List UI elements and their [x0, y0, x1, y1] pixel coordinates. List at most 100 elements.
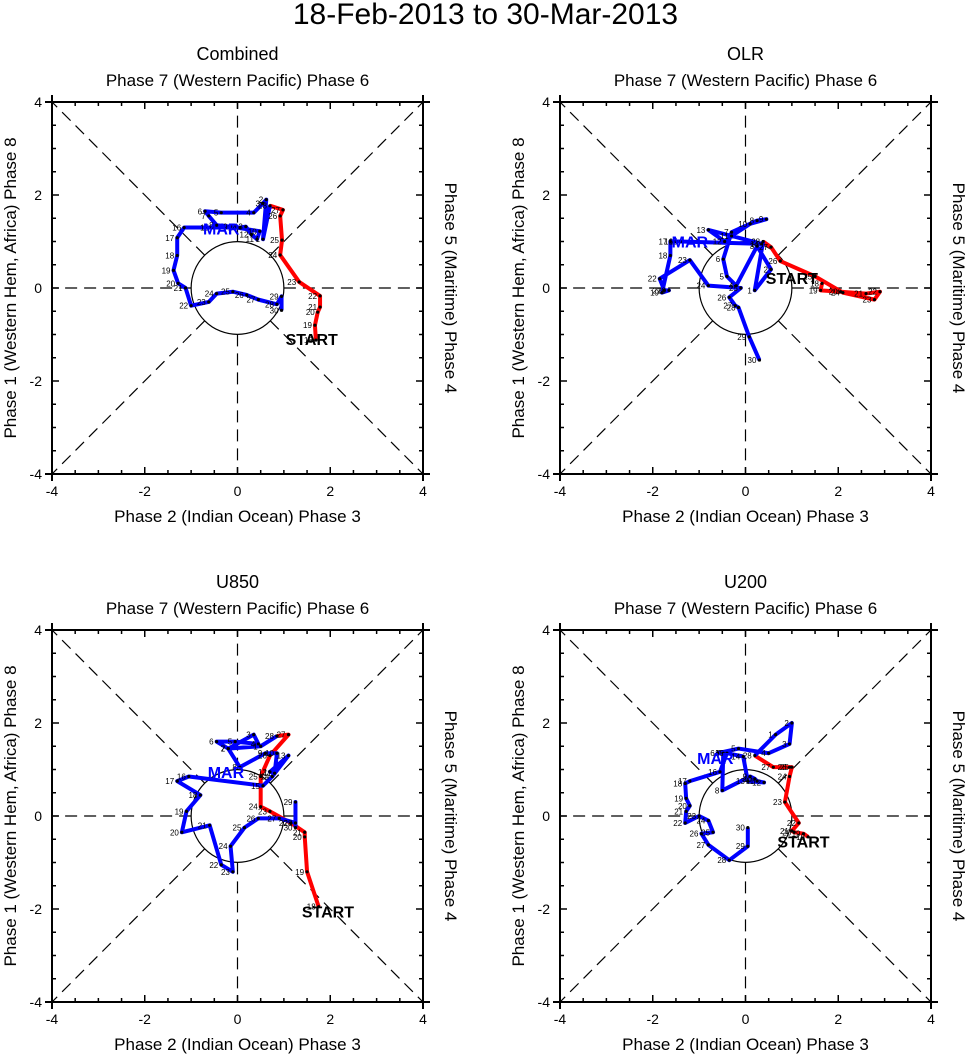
- y-tick-label: 0: [34, 280, 42, 296]
- day-point: [259, 805, 263, 809]
- x-tick-label: -2: [139, 1011, 152, 1027]
- day-point: [864, 291, 868, 296]
- day-point: [184, 809, 189, 813]
- day-label: 2: [764, 265, 769, 274]
- day-point: [723, 239, 727, 244]
- day-point: [797, 821, 801, 825]
- series-line-feb: [269, 203, 323, 341]
- day-point: [219, 863, 223, 867]
- day-label: 7: [221, 745, 226, 754]
- day-point: [268, 204, 272, 208]
- day-point: [286, 733, 291, 737]
- day-point: [303, 835, 307, 839]
- day-label: 5: [228, 738, 233, 747]
- day-point: [706, 228, 711, 232]
- day-label: 27: [271, 206, 280, 215]
- day-label: 15: [715, 749, 724, 758]
- x-tick-label: 2: [834, 483, 842, 499]
- day-label: 13: [736, 777, 745, 786]
- day-point: [261, 201, 265, 205]
- day-label: 4: [729, 282, 734, 291]
- day-point: [275, 302, 279, 306]
- day-label: 2: [221, 745, 226, 754]
- panel-title: U200: [724, 572, 767, 592]
- y-tick-label: 2: [34, 187, 42, 203]
- day-point: [755, 218, 759, 223]
- day-point: [208, 823, 212, 827]
- day-point: [783, 800, 787, 804]
- day-point: [819, 288, 823, 292]
- day-label: 2: [784, 719, 789, 728]
- day-label: 22: [179, 302, 188, 311]
- day-label: 28: [751, 238, 760, 247]
- diagonal-phase-line: [559, 629, 714, 784]
- x-tick-label: 4: [419, 483, 427, 499]
- day-label: 12: [713, 238, 722, 247]
- day-point: [303, 830, 307, 834]
- day-label: 24: [268, 251, 277, 260]
- y-tick-label: 2: [542, 715, 550, 731]
- day-point: [753, 777, 757, 781]
- day-label: 18: [658, 251, 667, 260]
- day-label: 11: [263, 769, 272, 778]
- day-label: 20: [657, 286, 666, 295]
- x-tick-label: 4: [927, 483, 935, 499]
- day-point: [771, 765, 775, 769]
- day-label: 5: [731, 745, 736, 754]
- day-label: 21: [854, 290, 863, 299]
- day-label: 4: [761, 749, 766, 758]
- day-point: [660, 291, 664, 295]
- y-tick-label: 0: [542, 808, 550, 824]
- day-point: [747, 335, 751, 339]
- y-tick-label: 4: [542, 622, 550, 638]
- day-point: [741, 754, 745, 759]
- day-label: 26: [246, 814, 255, 823]
- day-label: 3: [782, 740, 787, 749]
- day-point: [790, 829, 794, 833]
- day-point: [668, 239, 672, 244]
- day-label: 25: [270, 236, 279, 245]
- day-label: 13: [696, 226, 705, 235]
- day-label: 27: [277, 731, 286, 740]
- day-label: 27: [246, 296, 255, 305]
- day-point: [790, 765, 794, 769]
- day-label: 21: [293, 828, 302, 837]
- day-point: [716, 751, 720, 755]
- day-point: [706, 819, 711, 823]
- day-label: 19: [809, 286, 818, 295]
- day-point: [215, 740, 219, 744]
- day-point: [228, 225, 233, 229]
- y-tick-label: 4: [542, 94, 550, 110]
- diagonal-phase-line: [51, 101, 206, 256]
- day-label: 19: [303, 321, 312, 330]
- day-label: 12: [752, 779, 761, 788]
- day-point: [733, 304, 737, 308]
- x-tick-label: -4: [554, 483, 567, 499]
- day-label: 25: [249, 772, 258, 781]
- day-label: 11: [720, 232, 729, 241]
- day-label: 28: [258, 202, 267, 211]
- day-point: [215, 291, 219, 296]
- day-point: [203, 209, 207, 213]
- y-tick-label: -2: [538, 373, 551, 389]
- panel-combined: Combined Phase 7 (Western Pacific) Phase …: [1, 44, 460, 526]
- day-label: 10: [738, 220, 747, 229]
- bottom-axis-label: Phase 2 (Indian Ocean) Phase 3: [622, 507, 869, 526]
- day-point: [746, 844, 750, 848]
- month-label-mar: MAR: [208, 765, 245, 782]
- day-point: [268, 753, 272, 758]
- day-label: 17: [165, 777, 174, 786]
- day-point: [238, 765, 242, 769]
- right-axis-label: Phase 5 (Maritime) Phase 4: [949, 183, 968, 394]
- day-label: 28: [265, 732, 274, 741]
- day-label: 21: [174, 284, 183, 293]
- diagonal-phase-line: [559, 101, 714, 256]
- day-label: 14: [750, 240, 759, 249]
- diagonal-phase-line: [51, 848, 206, 1003]
- day-point: [683, 821, 687, 825]
- month-label-mar: MAR: [203, 221, 240, 238]
- day-point: [277, 816, 281, 820]
- day-point: [238, 225, 242, 230]
- day-label: 8: [715, 786, 720, 795]
- unit-circle: [190, 769, 285, 863]
